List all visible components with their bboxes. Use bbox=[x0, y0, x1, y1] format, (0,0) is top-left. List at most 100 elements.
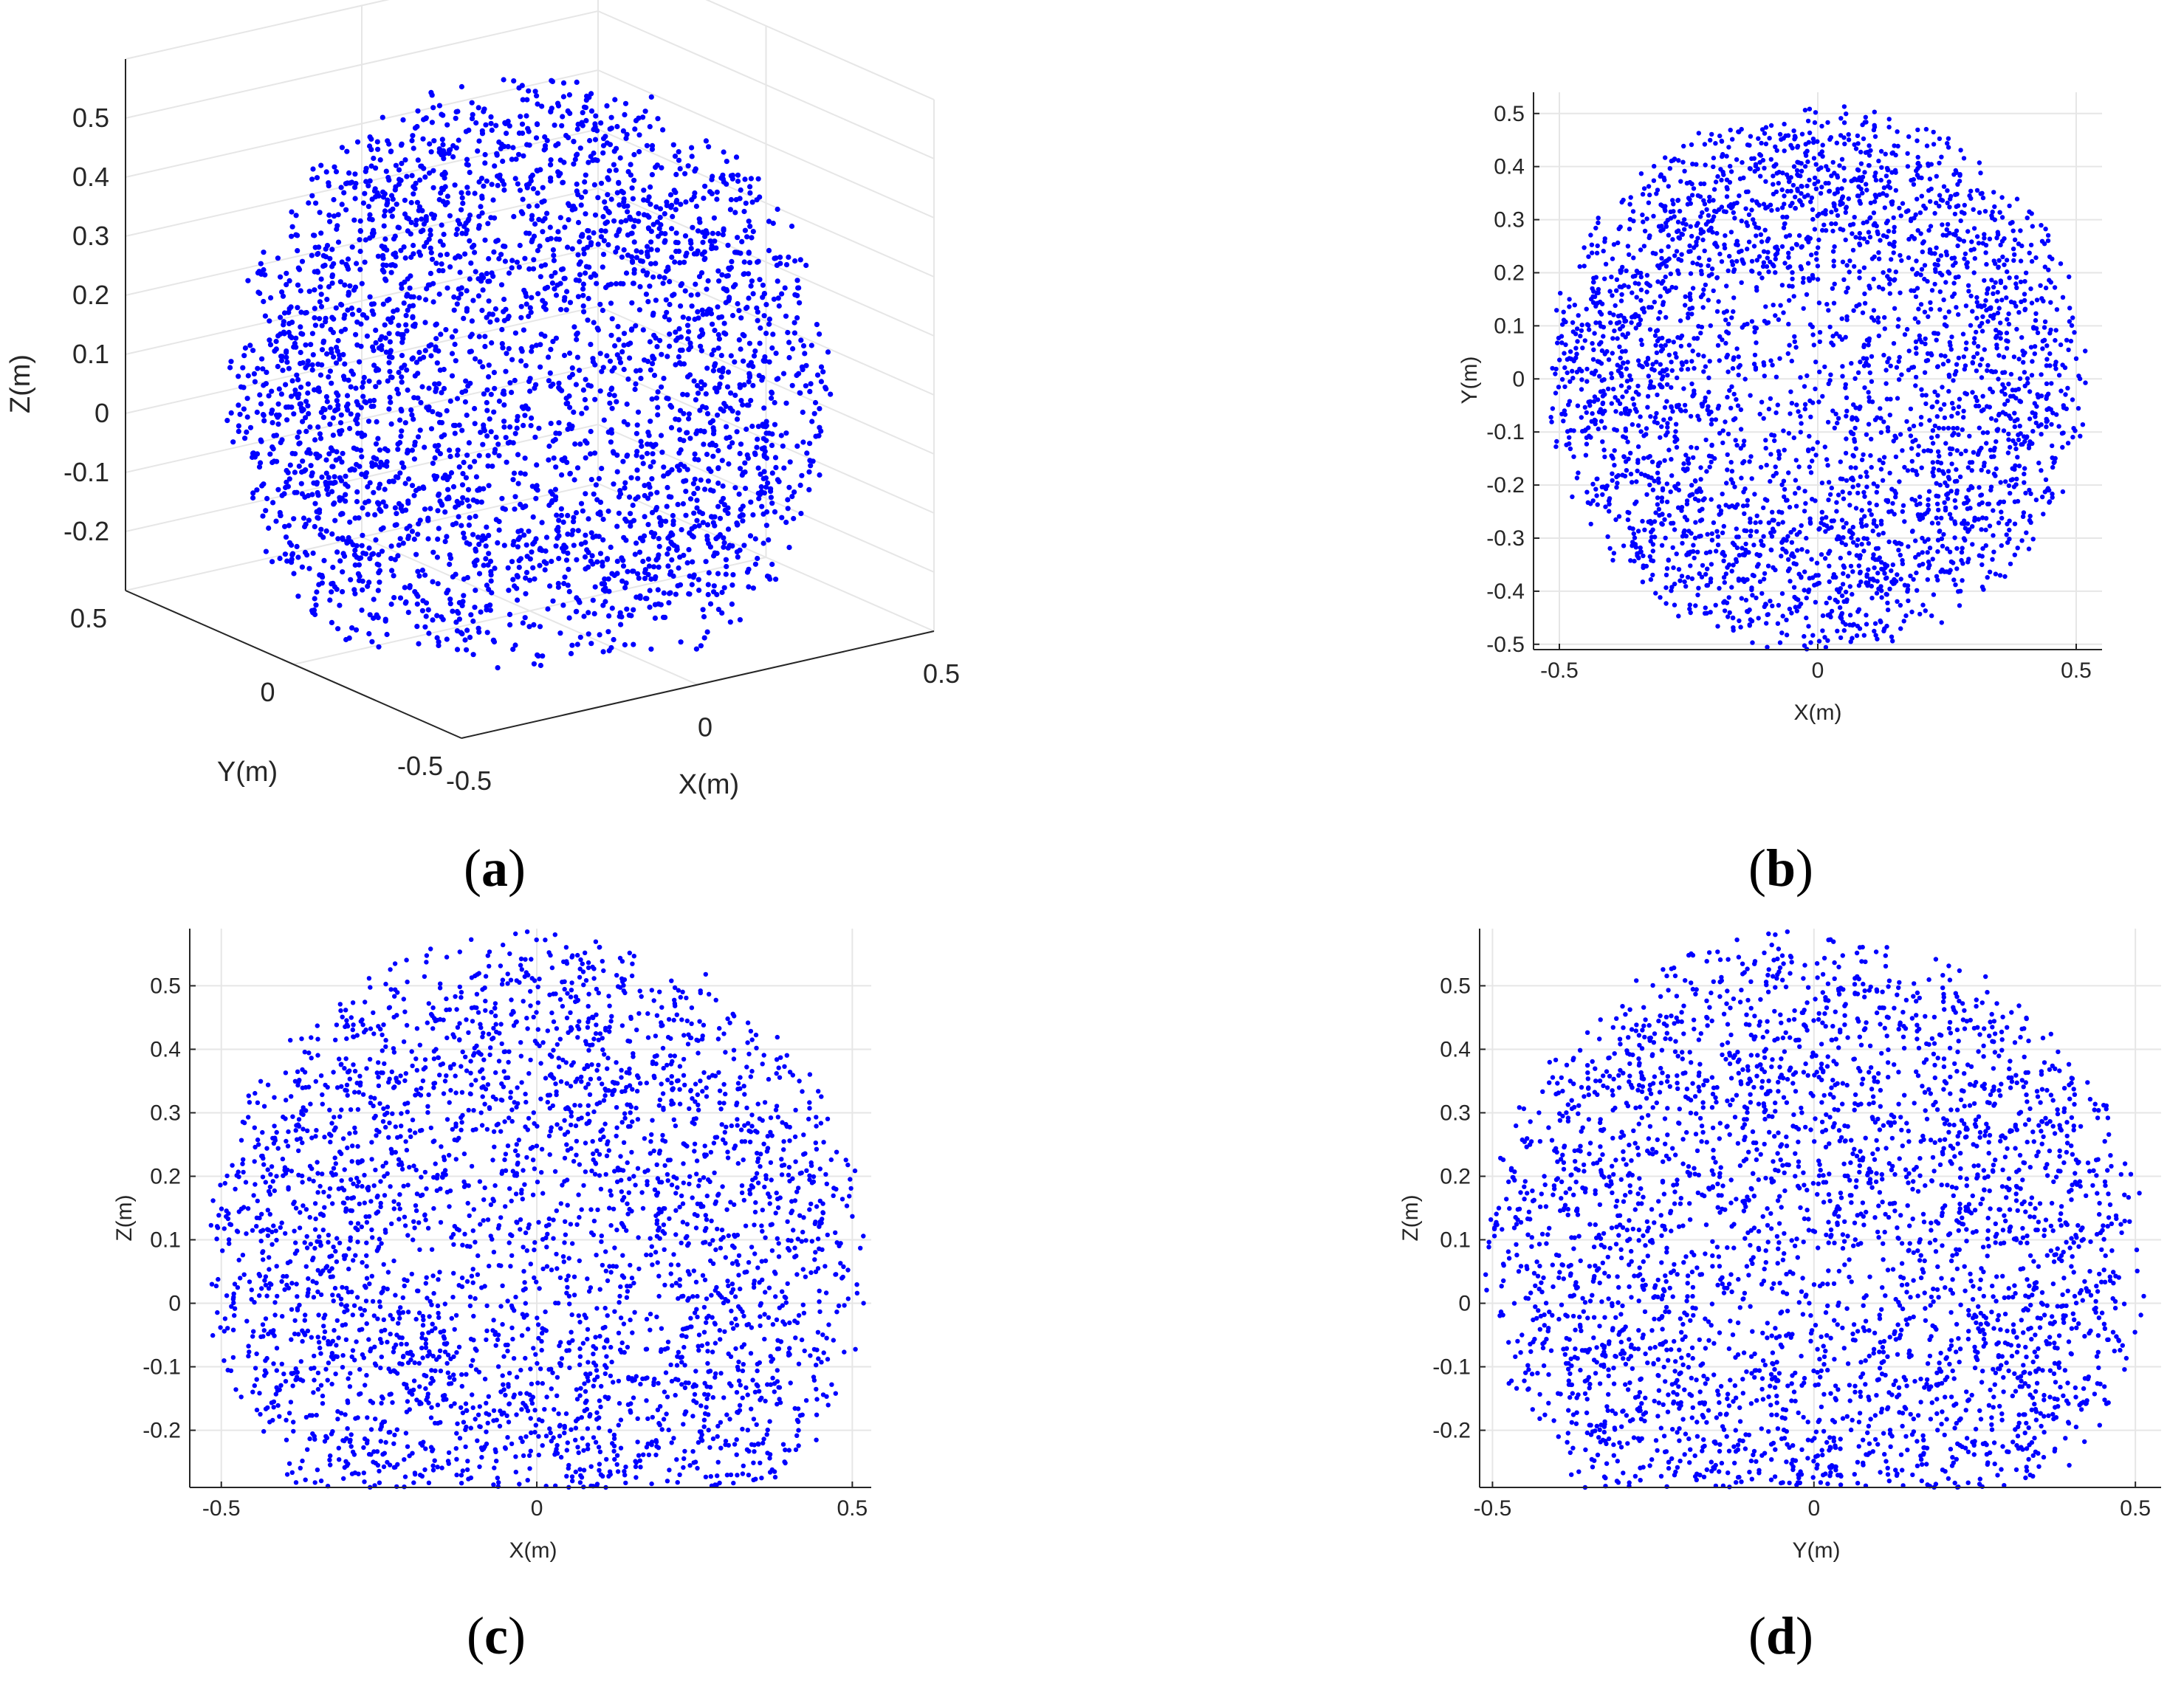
b-point bbox=[1816, 245, 1821, 250]
b-point bbox=[1802, 402, 1808, 407]
a-point bbox=[330, 464, 336, 469]
a-point bbox=[785, 506, 791, 512]
a-point bbox=[371, 230, 377, 236]
b-point bbox=[1728, 230, 1734, 235]
b-point bbox=[1652, 164, 1657, 169]
a-point bbox=[549, 498, 555, 504]
a-point bbox=[443, 327, 449, 333]
b-point bbox=[2053, 455, 2058, 461]
a-point bbox=[570, 528, 576, 534]
a-point bbox=[638, 250, 645, 255]
b-point bbox=[1795, 548, 1800, 553]
a-point bbox=[739, 512, 745, 517]
a-point bbox=[411, 416, 416, 422]
a-point bbox=[318, 410, 324, 416]
a-point bbox=[258, 460, 264, 466]
b-point bbox=[1593, 225, 1598, 231]
b-point bbox=[1965, 283, 1971, 288]
a-point bbox=[703, 559, 709, 565]
a-point bbox=[429, 120, 436, 125]
a-point bbox=[447, 447, 453, 453]
a-point bbox=[439, 434, 444, 440]
b-point bbox=[1765, 612, 1770, 617]
a-point bbox=[487, 608, 493, 613]
a-point bbox=[614, 399, 619, 405]
a-point bbox=[311, 480, 317, 486]
b-point bbox=[2015, 417, 2020, 422]
b-point bbox=[1638, 545, 1643, 551]
a-point bbox=[633, 255, 640, 261]
a-point bbox=[339, 202, 345, 207]
a-point bbox=[487, 319, 493, 325]
a-point bbox=[387, 368, 393, 374]
b-point bbox=[1700, 506, 1705, 512]
a-point bbox=[470, 652, 476, 658]
b-point bbox=[1825, 120, 1830, 125]
b-point bbox=[1594, 493, 1599, 498]
b-point bbox=[1930, 428, 1936, 433]
a-point bbox=[656, 543, 662, 549]
a-point bbox=[737, 466, 744, 472]
b-point bbox=[1665, 338, 1671, 344]
b-point bbox=[1689, 359, 1694, 364]
b-point bbox=[1792, 339, 1797, 344]
b-point bbox=[1717, 358, 1722, 363]
b-point bbox=[1620, 472, 1625, 478]
b-point bbox=[1937, 270, 1943, 276]
b-point bbox=[1728, 164, 1733, 169]
a-point bbox=[515, 181, 521, 187]
a-point bbox=[558, 512, 565, 518]
a-point bbox=[464, 306, 470, 312]
a-point bbox=[684, 250, 690, 256]
a-point bbox=[735, 300, 741, 307]
b-point bbox=[1807, 177, 1812, 182]
a-point bbox=[269, 388, 275, 394]
a-point bbox=[384, 247, 390, 253]
b-point bbox=[1757, 411, 1762, 417]
a-point bbox=[481, 275, 487, 281]
a-point bbox=[349, 244, 355, 250]
b-point bbox=[1843, 450, 1849, 456]
a-point bbox=[295, 554, 301, 560]
b-point bbox=[1748, 454, 1754, 459]
a-point bbox=[252, 379, 258, 385]
a-point bbox=[646, 214, 652, 220]
a-point bbox=[642, 567, 648, 573]
a-point bbox=[775, 278, 780, 284]
a-point bbox=[580, 508, 586, 514]
a-point bbox=[228, 410, 234, 416]
a-point bbox=[358, 447, 364, 453]
a-point bbox=[738, 187, 744, 193]
a-point bbox=[757, 340, 763, 346]
a-point bbox=[283, 534, 289, 540]
b-point bbox=[1599, 301, 1605, 306]
a-point bbox=[774, 262, 780, 268]
a-point bbox=[696, 523, 702, 529]
a-point bbox=[402, 600, 408, 606]
b-point bbox=[1775, 621, 1781, 626]
a-point bbox=[715, 412, 721, 418]
a-point bbox=[577, 441, 583, 447]
a-point bbox=[766, 321, 772, 327]
b-point bbox=[1861, 236, 1867, 241]
a-point bbox=[773, 464, 779, 471]
a-point bbox=[665, 484, 670, 491]
a-point bbox=[704, 533, 710, 539]
a-point bbox=[721, 149, 727, 155]
b-point bbox=[1919, 465, 1924, 470]
a-point bbox=[592, 212, 599, 218]
b-point bbox=[1727, 179, 1733, 185]
a-point bbox=[532, 221, 538, 227]
b-point bbox=[1567, 435, 1572, 440]
b-point bbox=[1923, 206, 1929, 211]
a-point bbox=[496, 398, 503, 405]
b-point bbox=[2064, 337, 2070, 343]
a-point bbox=[654, 344, 660, 350]
a-point bbox=[632, 126, 638, 132]
a-point bbox=[538, 274, 543, 280]
a-point bbox=[518, 303, 524, 309]
b-point bbox=[1763, 205, 1768, 211]
b-point bbox=[1713, 141, 1718, 146]
a-point bbox=[780, 371, 787, 376]
b-point bbox=[1942, 402, 1947, 407]
